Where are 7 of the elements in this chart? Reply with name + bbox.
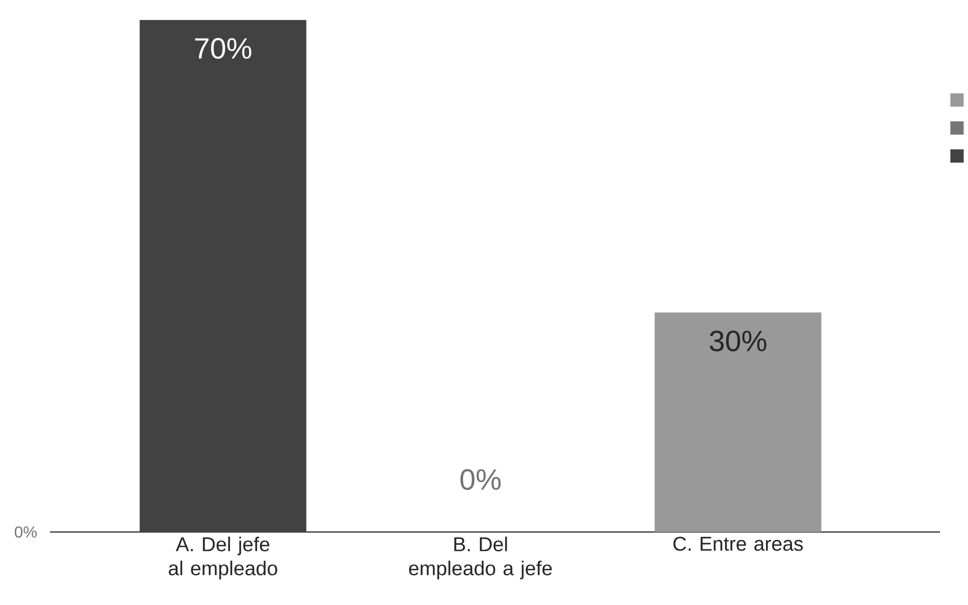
x-tick-label: C. Entre areas xyxy=(673,536,803,551)
x-tick-label: B. Del empleado a jefe xyxy=(409,536,552,580)
x-tick-label: A. Del jefe al empleado xyxy=(168,536,278,580)
text: 0% xyxy=(14,526,37,538)
data-label: 0% xyxy=(460,469,501,490)
data-label: 70% xyxy=(195,38,252,59)
data-label: 30% xyxy=(710,330,766,352)
